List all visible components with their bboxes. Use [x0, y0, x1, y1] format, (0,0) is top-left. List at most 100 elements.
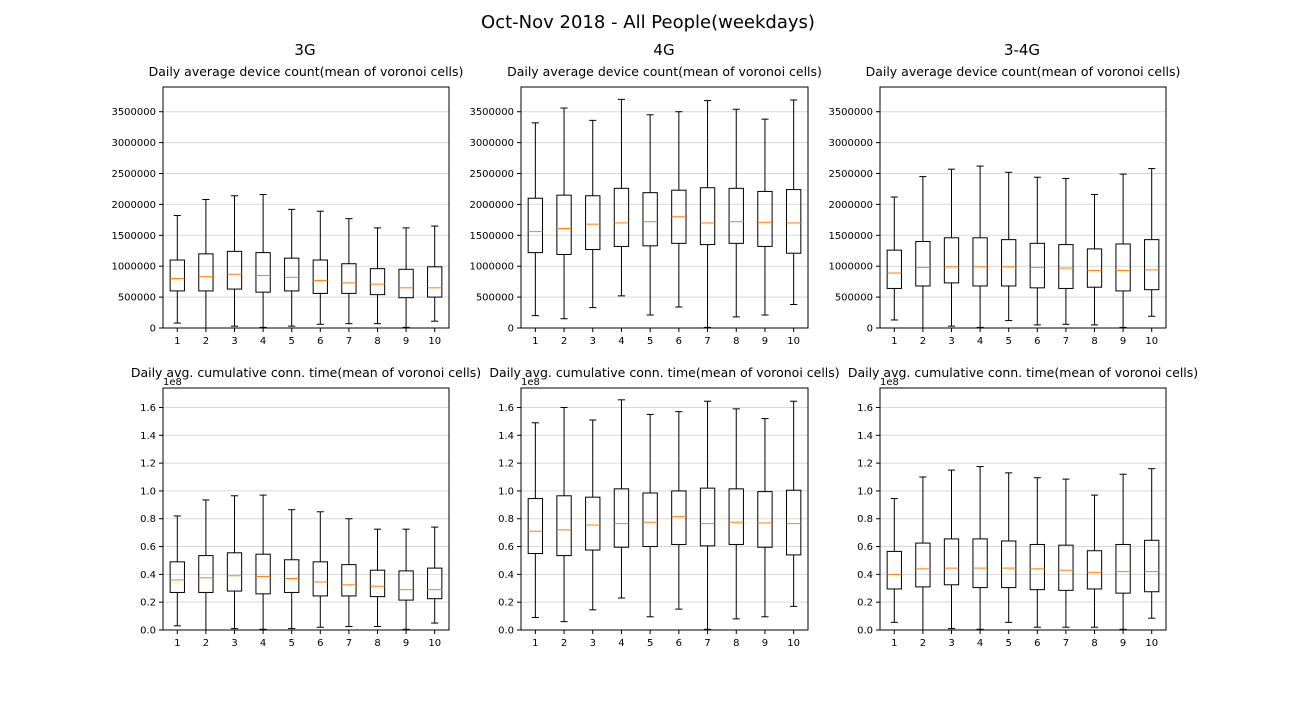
x-tick-label: 2: [561, 336, 567, 347]
box-7: [341, 518, 357, 628]
box-2: [915, 476, 931, 631]
box-10: [785, 400, 802, 607]
y-tick-label: 1.0: [140, 486, 156, 497]
figure-title: Oct-Nov 2018 - All People(weekdays): [481, 12, 815, 33]
y-tick-label: 500000: [118, 293, 156, 304]
box-9: [398, 528, 414, 630]
x-tick-label: 6: [676, 336, 682, 347]
iqr-box: [699, 487, 716, 547]
column-title-4g: 4G: [653, 41, 674, 59]
box-6: [1029, 477, 1045, 628]
box-5: [642, 413, 658, 618]
iqr-box: [527, 498, 544, 555]
box-6: [671, 111, 687, 308]
y-tick-label: 2500000: [469, 169, 514, 180]
y-offset-label: 1e8: [521, 377, 540, 388]
box-1: [527, 422, 544, 618]
y-tick-label: 0.8: [498, 514, 514, 525]
x-tick-label: 8: [733, 638, 739, 649]
x-tick-label: 9: [403, 336, 409, 347]
box-4: [972, 466, 988, 630]
x-tick-label: 4: [977, 336, 983, 347]
x-tick-label: 7: [346, 638, 352, 649]
box-4: [255, 494, 271, 630]
axes-frame: [162, 86, 450, 329]
iqr-box: [1115, 243, 1131, 292]
axes-title: Daily average device count(mean of voron…: [149, 64, 464, 79]
iqr-box: [585, 496, 601, 551]
x-tick-label: 4: [260, 638, 266, 649]
y-tick-label: 1.2: [857, 459, 873, 470]
box-10: [427, 526, 443, 624]
x-tick-label: 8: [374, 638, 380, 649]
iqr-box: [255, 553, 271, 595]
iqr-box: [1086, 550, 1103, 590]
box-4: [613, 98, 630, 297]
panel-bottom-3-4g: 0.0 0.2 0.4 0.6 0.8 1.0 1.2 1.4 1.6 1 2 3 4 5 6 7 8 9 10 Da…: [848, 365, 1198, 649]
x-tick-label: 7: [1063, 638, 1069, 649]
box-10: [1144, 168, 1160, 317]
x-tick-label: 5: [1006, 638, 1012, 649]
y-tick-label: 3000000: [469, 138, 514, 149]
x-tick-label: 5: [1006, 336, 1012, 347]
iqr-box: [585, 195, 601, 251]
iqr-box: [642, 492, 658, 548]
iqr-box: [226, 552, 243, 592]
box-2: [556, 406, 572, 623]
x-tick-label: 4: [977, 638, 983, 649]
axes-frame: [879, 387, 1167, 631]
box-6: [1029, 176, 1045, 326]
y-tick-label: 0.2: [140, 598, 156, 609]
iqr-box: [757, 190, 773, 247]
box-7: [699, 100, 716, 328]
iqr-box: [169, 259, 185, 292]
iqr-box: [398, 268, 414, 299]
box-7: [1058, 177, 1074, 325]
x-tick-label: 5: [289, 638, 295, 649]
y-tick-label: 1500000: [469, 231, 514, 242]
box-3: [226, 195, 243, 327]
iqr-box: [972, 237, 988, 287]
box-7: [1058, 478, 1074, 628]
box-10: [785, 99, 802, 306]
y-tick-label: 1.6: [140, 403, 156, 414]
y-tick-label: 1.0: [857, 486, 873, 497]
iqr-box: [226, 250, 243, 290]
y-tick-label: 0.8: [140, 514, 156, 525]
iqr-box: [284, 257, 300, 292]
iqr-box: [943, 237, 960, 284]
box-6: [312, 210, 328, 325]
iqr-box: [613, 187, 630, 247]
box-8: [1086, 494, 1103, 628]
x-tick-label: 3: [231, 336, 237, 347]
x-tick-label: 1: [891, 336, 897, 347]
x-tick-label: 10: [787, 638, 800, 649]
iqr-box: [1058, 244, 1074, 289]
y-tick-label: 1.6: [857, 403, 873, 414]
x-tick-label: 9: [762, 638, 768, 649]
axes-frame: [520, 387, 809, 631]
box-9: [1115, 473, 1131, 630]
box-7: [699, 400, 716, 630]
y-tick-label: 1000000: [828, 262, 873, 273]
iqr-box: [1029, 242, 1045, 289]
box-7: [341, 218, 357, 325]
box-5: [1001, 472, 1017, 623]
x-tick-label: 3: [231, 638, 237, 649]
y-tick-label: 0: [150, 324, 156, 335]
iqr-box: [642, 192, 658, 247]
panel-top-3-4g: 0 500000 1000000 1500000 2000000 2500000 30000…: [828, 64, 1180, 347]
x-tick-label: 1: [891, 638, 897, 649]
panel-top-4g: 0 500000 1000000 1500000 2000000 2500000 30000…: [469, 64, 821, 347]
axes-title: Daily avg. cumulative conn. time(mean of…: [489, 365, 839, 380]
y-tick-label: 0.4: [498, 570, 514, 581]
iqr-box: [1001, 239, 1017, 287]
box-4: [255, 194, 271, 328]
y-tick-label: 0.4: [857, 570, 873, 581]
iqr-box: [556, 194, 572, 255]
x-tick-label: 5: [647, 638, 653, 649]
x-tick-label: 2: [920, 638, 926, 649]
iqr-box: [369, 569, 386, 598]
iqr-box: [527, 197, 544, 254]
